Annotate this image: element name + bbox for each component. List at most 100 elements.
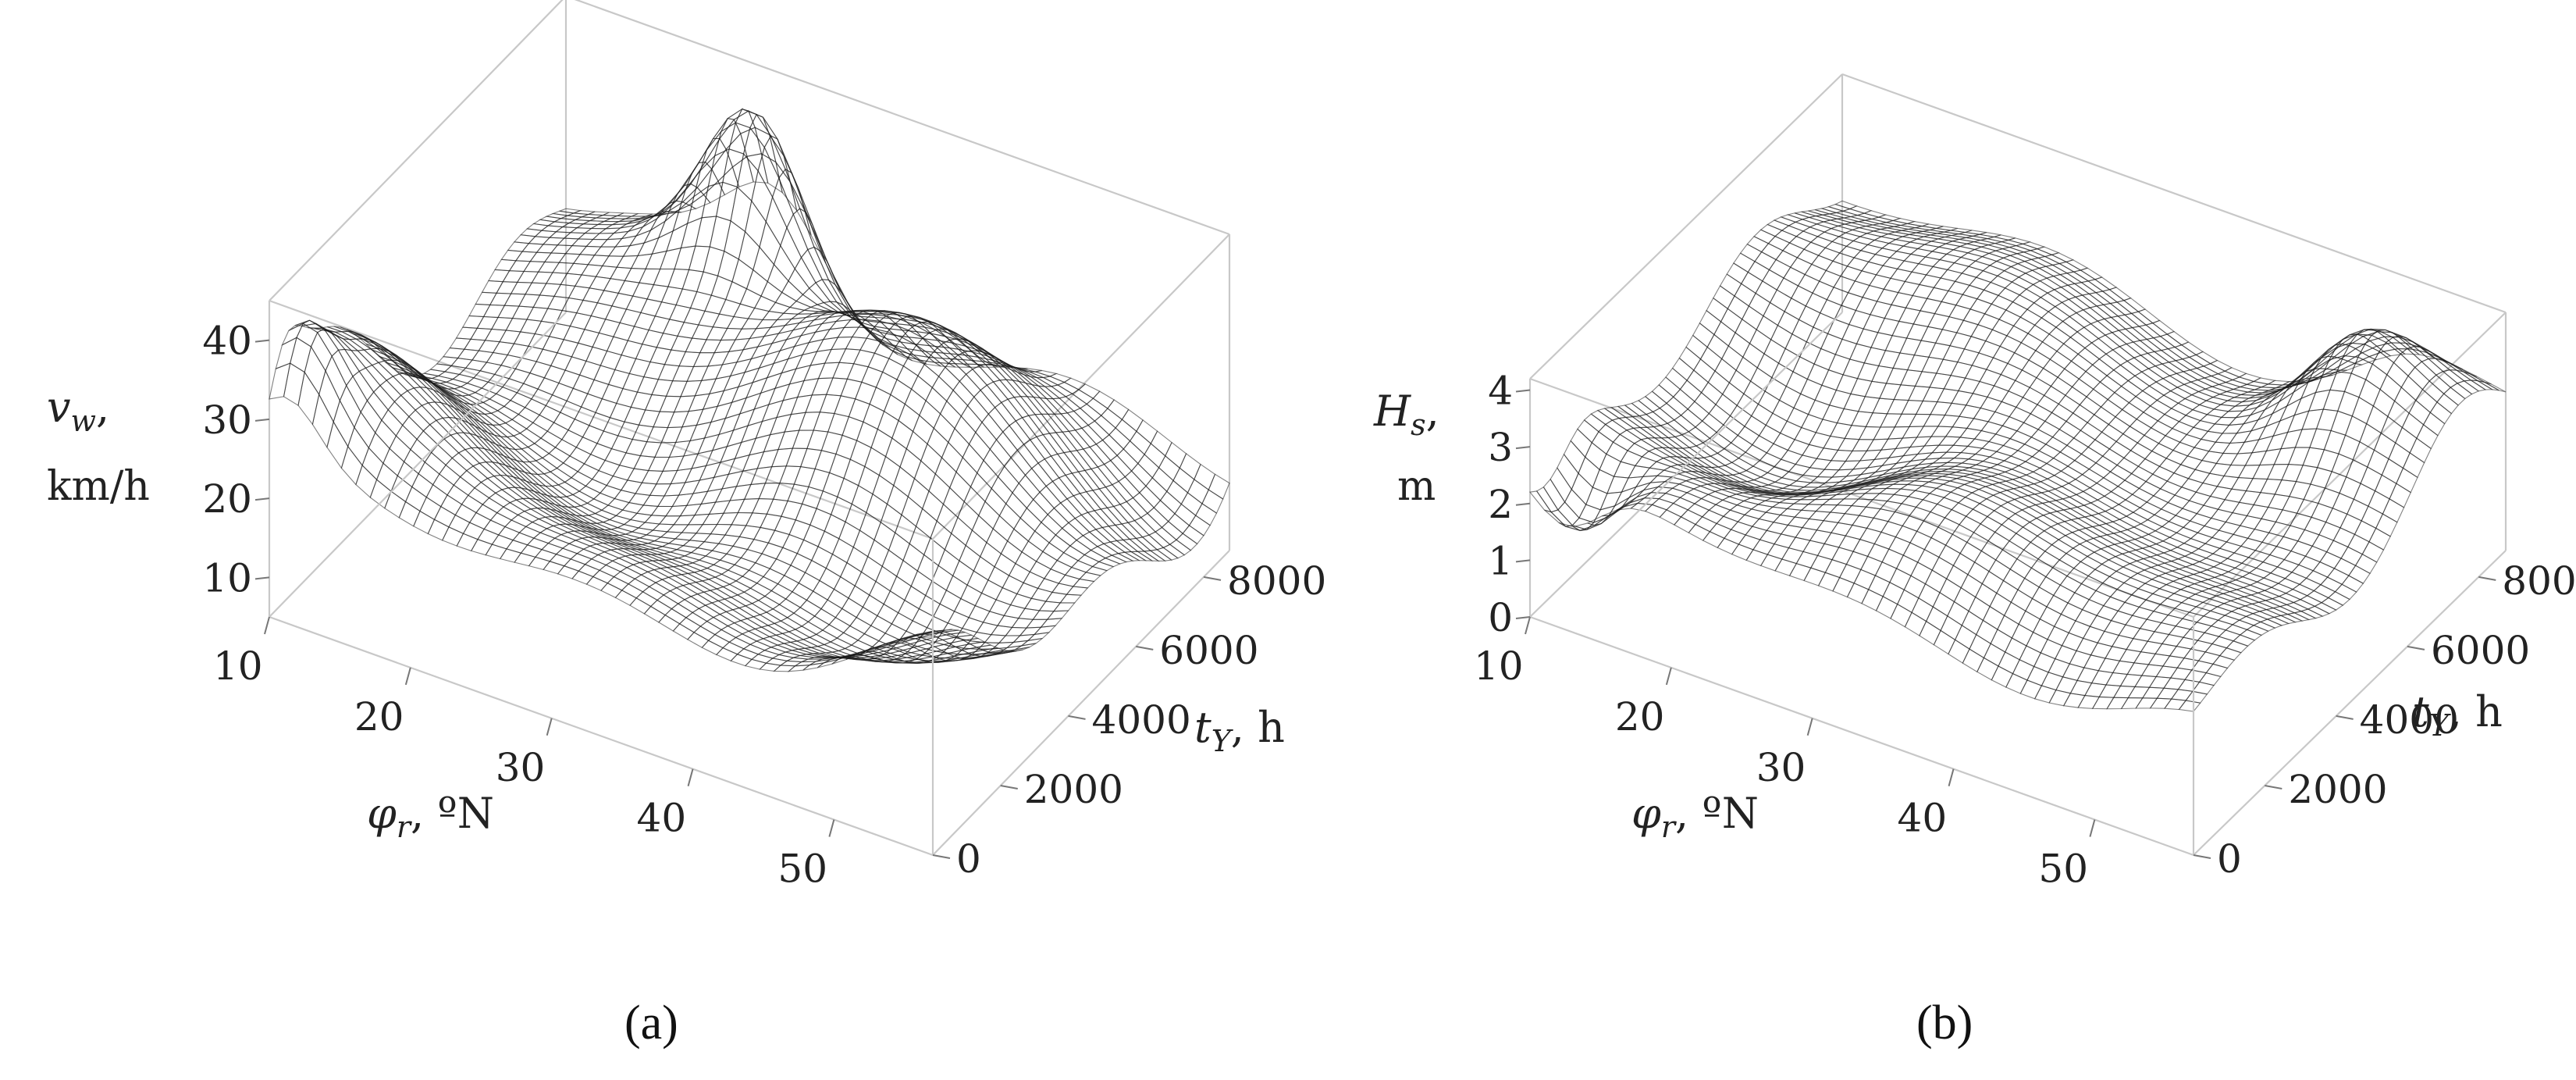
panel-a-mesh-cell [730,186,753,233]
panel-a-mesh-cell [441,526,464,547]
panel-b-mesh-cell [1967,561,1990,585]
panel-a-mesh-cell [696,405,718,426]
panel-b-mesh-cell [1727,332,1751,358]
panel-b-y-tick-mark [2265,784,2282,790]
panel-a-mesh-cell [742,127,765,172]
panel-b-mesh-cell [1592,469,1615,494]
panel-a-mesh-cell [1079,491,1102,511]
panel-b-mesh-cell [2371,351,2395,376]
panel-a-mesh-cell [337,348,360,377]
panel-a-mesh-cell [873,521,896,551]
panel-a-mesh-cell [863,403,885,430]
panel-a-mesh-cell [804,559,827,582]
panel-a-mesh-cell [881,549,904,577]
panel-b-mesh-cell [2030,257,2055,267]
panel-a-mesh-cell [793,331,817,348]
panel-b-mesh-cell [1814,384,1838,406]
panel-a-mesh-cell [777,322,801,334]
panel-b-box-edge [2193,550,2507,856]
panel-a-mesh-cell [1027,414,1051,436]
panel-b-mesh-cell [2272,615,2297,625]
panel-b-mesh-cell [1838,563,1862,584]
panel-a-mesh-cell [689,290,713,312]
panel-b-mesh-cell [2324,471,2347,494]
panel-a-mesh-cell [782,533,805,554]
panel-a-mesh-cell [1062,430,1084,451]
panel-a-mesh-cell [1016,582,1039,599]
panel-b-box-edge [1529,312,1843,618]
panel-a-mesh-cell [883,394,906,422]
panel-b-mesh-cell [1920,326,1944,344]
panel-b-mesh-cell [1860,555,1883,576]
panel-a-mesh-cell [965,369,988,391]
panel-b-mesh-cell [2168,626,2191,638]
panel-a-mesh-cell [1130,551,1154,561]
panel-b-mesh-cell [1703,455,1727,468]
panel-a-mesh-cell [587,379,610,400]
panel-a-mesh-cell [529,508,553,518]
panel-b-mesh-cell [2396,467,2418,494]
panel-b-mesh-cell [1571,472,1594,506]
panel-a-mesh-cell [326,420,349,469]
panel-b-mesh-cell [1747,261,1770,282]
panel-b-mesh-cell [2348,565,2371,584]
panel-a-mesh-cell [988,599,1012,616]
panel-a-mesh-cell [457,448,481,467]
panel-b-mesh-cell [2325,508,2348,529]
panel-b-mesh-cell [1742,342,1765,369]
panel-b-mesh-cell [1992,345,2016,365]
panel-a-mesh-cell [718,298,742,318]
panel-b-mesh-cell [2212,654,2236,669]
panel-b-mesh-cell [1699,309,1722,336]
panel-a-mesh-cell [448,514,471,535]
panel-b-mesh-cell [1765,412,1788,434]
panel-b-mesh-cell [1606,441,1628,462]
panel-b-mesh-cell [1825,260,1848,277]
panel-b-mesh-cell [2297,529,2320,547]
panel-a-mesh-cell [537,377,560,396]
panel-b-mesh-cell [2204,625,2227,637]
panel-a-mesh-cell [1136,551,1160,562]
panel-b-mesh-cell [2345,458,2368,484]
panel-a-mesh-cell [450,432,473,451]
panel-b-mesh-cell [1756,315,1779,340]
panel-b-mesh-cell [2200,430,2224,443]
panel-a-mesh-cell [656,333,678,351]
panel-b-mesh-cell [2014,369,2037,388]
panel-a-mesh-cell [872,474,895,505]
panel-b-mesh-cell [1932,592,1955,617]
panel-a-mesh-cell [1115,539,1139,553]
panel-b-mesh-cell [1909,248,1934,258]
panel-b-mesh-cell [1691,477,1715,485]
panel-a-mesh-cell [753,526,776,544]
panel-b-mesh-cell [1719,273,1742,297]
panel-b-mesh-cell [2218,521,2241,535]
panel-b-mesh-cell [2311,534,2335,553]
panel-b-mesh-cell [1981,440,2005,452]
panel-b-mesh-cell [1951,390,1974,406]
panel-a-y-label: tY, h [1194,703,1285,758]
panel-b-mesh-cell [1783,266,1806,287]
panel-a-z-tick-mark [254,339,270,343]
panel-a-mesh-cell [753,246,775,283]
panel-a-mesh-cell [1029,561,1051,579]
panel-b-mesh-cell [2181,500,2204,515]
panel-a-mesh-cell [987,566,1010,589]
panel-b-mesh-cell [2211,636,2235,649]
panel-a-mesh-cell [769,558,792,576]
panel-b-mesh-cell [1785,371,1809,395]
panel-b-mesh-cell [1873,462,1898,473]
panel-b-box-edge [1529,377,2194,618]
panel-b-mesh-cell [1792,356,1815,380]
panel-b-mesh-cell [1798,305,1821,328]
panel-a-mesh-cell [754,553,777,569]
panel-a-mesh-cell [1128,537,1152,552]
panel-b-mesh-cell [1803,567,1827,586]
panel-a-mesh-cell [840,378,863,400]
panel-b-mesh-cell [2021,359,2044,379]
panel-b-mesh-cell [2075,309,2099,325]
panel-a-mesh-cell [429,363,453,372]
panel-a-mesh-cell [875,565,898,592]
panel-a-mesh-cell [852,529,875,558]
panel-b-mesh-cell [2031,586,2055,608]
